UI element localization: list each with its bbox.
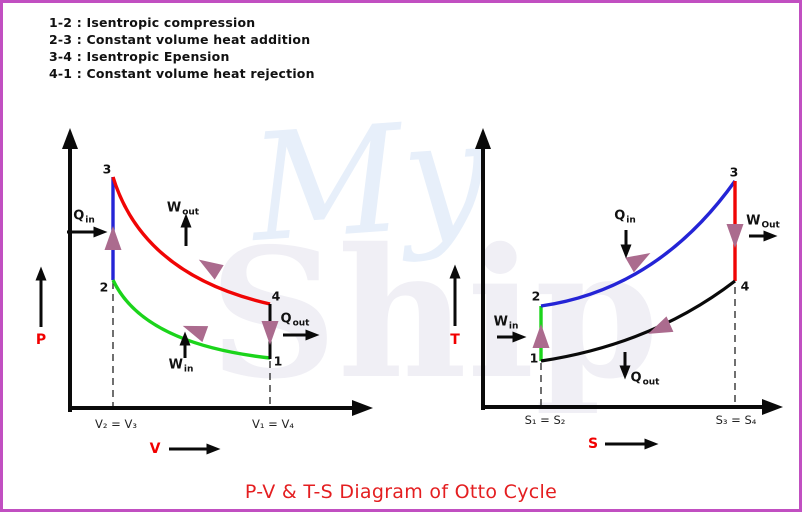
pv-process-3-4-expansion (111, 176, 271, 306)
pv-qout-label: Qout (280, 311, 310, 329)
pv-wout-label: Wout (166, 200, 200, 218)
ts-x-axis-letter: S (587, 436, 599, 452)
ts-process-4-1-heat-rejection (540, 279, 736, 363)
ts-direction-arrow-3-4 (726, 224, 744, 248)
ts-diagram (449, 128, 783, 450)
ts-tick-s3s4: S₃ = S₄ (715, 413, 757, 427)
ts-point-2-label: 2 (531, 288, 541, 304)
figure-title: P-V & T-S Diagram of Otto Cycle (244, 481, 558, 503)
ts-wout-label: WOut (746, 213, 780, 231)
ts-y-axis-letter: T (450, 332, 460, 348)
pv-qin-label: Qin (73, 208, 95, 226)
pv-point-3-label: 3 (102, 161, 112, 177)
ts-qin-label: Qin (614, 208, 636, 226)
diagram-canvas (35, 128, 783, 455)
legend-item-4-1: 4-1 : Constant volume heat rejection (49, 66, 315, 81)
pv-tick-v2v3: V₂ = V₃ (95, 417, 137, 431)
legend-item-3-4: 3-4 : Isentropic Epension (49, 49, 230, 64)
pv-direction-arrow-red-curve (198, 259, 224, 280)
pv-point-2-label: 2 (99, 279, 109, 295)
pv-process-1-2-compression (111, 279, 271, 360)
ts-point-1-label: 1 (529, 350, 539, 366)
ts-process-2-3-heat-addition (540, 180, 737, 308)
ts-point-4-label: 4 (740, 278, 750, 294)
pv-diagram (35, 128, 373, 455)
ts-qout-label: Qout (630, 370, 660, 388)
ts-win-label: Win (493, 314, 519, 332)
pv-tick-v1v4: V₁ = V₄ (252, 417, 294, 431)
pv-direction-arrow-2-3 (104, 226, 122, 250)
ts-direction-arrow-1-2 (532, 324, 550, 348)
legend: 1-2 : Isentropic compression 2-3 : Const… (49, 14, 315, 82)
legend-item-2-3: 2-3 : Constant volume heat addition (49, 32, 311, 47)
pv-point-4-label: 4 (271, 288, 281, 304)
ts-tick-s1s2: S₁ = S₂ (524, 413, 566, 427)
pv-x-axis-letter: V (149, 441, 161, 457)
ts-direction-arrow-black-curve (648, 316, 674, 334)
pv-win-label: Win (168, 357, 194, 375)
legend-item-1-2: 1-2 : Isentropic compression (49, 15, 256, 30)
ts-point-3-label: 3 (729, 164, 739, 180)
pv-point-1-label: 1 (273, 353, 283, 369)
pv-direction-arrow-4-1 (261, 321, 279, 345)
ts-direction-arrow-blue-curve (625, 253, 651, 273)
pv-direction-arrow-green-curve (182, 325, 209, 343)
pv-y-axis-letter: P (35, 332, 47, 348)
